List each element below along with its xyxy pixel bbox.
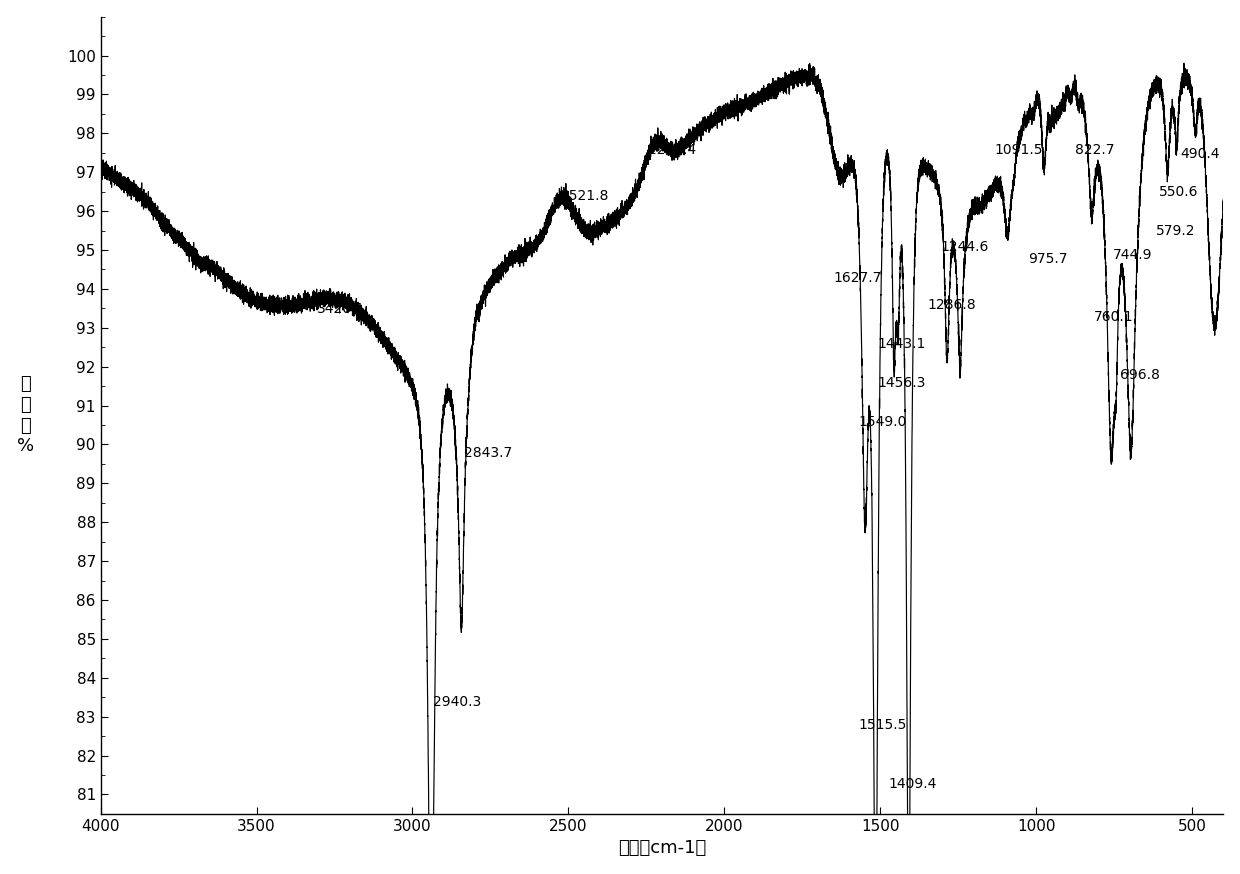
Text: 2521.8: 2521.8 bbox=[560, 190, 609, 204]
Text: 744.9: 744.9 bbox=[1112, 247, 1152, 261]
Text: 1286.8: 1286.8 bbox=[928, 298, 976, 312]
Text: 1244.6: 1244.6 bbox=[941, 239, 990, 254]
Text: 696.8: 696.8 bbox=[1120, 368, 1159, 382]
Text: 1409.4: 1409.4 bbox=[888, 777, 936, 791]
Text: 2225.4: 2225.4 bbox=[647, 142, 696, 156]
Text: 1627.7: 1627.7 bbox=[833, 271, 882, 285]
Text: 1443.1: 1443.1 bbox=[878, 337, 926, 351]
Text: 975.7: 975.7 bbox=[1028, 252, 1068, 266]
Text: 1456.3: 1456.3 bbox=[878, 376, 926, 390]
X-axis label: 波数（cm-1）: 波数（cm-1） bbox=[618, 839, 706, 857]
Text: 579.2: 579.2 bbox=[1156, 225, 1195, 239]
Y-axis label: 透
光
率
%: 透 光 率 % bbox=[16, 375, 33, 455]
Text: 2940.3: 2940.3 bbox=[433, 695, 481, 709]
Text: 550.6: 550.6 bbox=[1159, 185, 1199, 199]
Text: 490.4: 490.4 bbox=[1180, 147, 1219, 161]
Text: 1091.5: 1091.5 bbox=[994, 142, 1043, 156]
Text: 760.1: 760.1 bbox=[1095, 310, 1135, 324]
Text: 3420.1: 3420.1 bbox=[316, 302, 365, 316]
Text: 1549.0: 1549.0 bbox=[858, 415, 906, 429]
Text: 2843.7: 2843.7 bbox=[464, 446, 512, 460]
Text: 1515.5: 1515.5 bbox=[858, 718, 906, 732]
Text: 822.7: 822.7 bbox=[1075, 142, 1115, 156]
